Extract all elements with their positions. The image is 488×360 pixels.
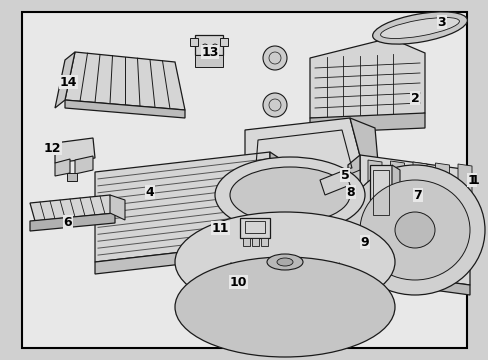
Text: 11: 11 bbox=[211, 221, 228, 234]
Polygon shape bbox=[55, 138, 95, 163]
Bar bbox=[261, 238, 267, 246]
Ellipse shape bbox=[345, 165, 484, 295]
Bar bbox=[244, 221, 264, 233]
Text: 5: 5 bbox=[340, 168, 348, 181]
Bar bbox=[372, 170, 388, 215]
Text: 13: 13 bbox=[201, 45, 218, 59]
Polygon shape bbox=[55, 52, 75, 108]
Polygon shape bbox=[30, 195, 115, 221]
Polygon shape bbox=[349, 118, 379, 185]
Text: 6: 6 bbox=[63, 216, 72, 229]
Ellipse shape bbox=[380, 18, 459, 39]
Polygon shape bbox=[412, 162, 426, 192]
Ellipse shape bbox=[229, 167, 349, 223]
Text: 8: 8 bbox=[346, 185, 355, 198]
Polygon shape bbox=[269, 152, 285, 252]
Polygon shape bbox=[309, 38, 424, 123]
Bar bbox=[190, 38, 198, 46]
Polygon shape bbox=[55, 159, 70, 176]
Polygon shape bbox=[347, 170, 359, 192]
Bar bbox=[243, 238, 249, 246]
Polygon shape bbox=[359, 155, 469, 285]
Text: 1: 1 bbox=[467, 174, 475, 186]
Text: 3: 3 bbox=[437, 15, 446, 28]
Polygon shape bbox=[391, 165, 399, 225]
Polygon shape bbox=[65, 100, 184, 118]
Polygon shape bbox=[110, 195, 125, 220]
Ellipse shape bbox=[175, 257, 394, 357]
Bar bbox=[229, 262, 339, 307]
Polygon shape bbox=[359, 270, 469, 295]
Ellipse shape bbox=[212, 44, 218, 50]
Polygon shape bbox=[435, 163, 448, 192]
Polygon shape bbox=[95, 242, 269, 274]
Ellipse shape bbox=[276, 258, 292, 266]
Polygon shape bbox=[65, 52, 184, 110]
Text: 9: 9 bbox=[360, 235, 368, 248]
Ellipse shape bbox=[215, 157, 364, 233]
Text: 10: 10 bbox=[229, 275, 246, 288]
Polygon shape bbox=[347, 155, 359, 280]
Ellipse shape bbox=[263, 46, 286, 70]
Ellipse shape bbox=[175, 212, 394, 312]
Bar bbox=[195, 35, 223, 55]
Polygon shape bbox=[75, 156, 93, 174]
Ellipse shape bbox=[372, 12, 467, 44]
Ellipse shape bbox=[359, 180, 469, 280]
Bar bbox=[240, 218, 269, 238]
Polygon shape bbox=[390, 161, 404, 191]
Ellipse shape bbox=[263, 93, 286, 117]
Polygon shape bbox=[252, 195, 326, 235]
Bar bbox=[220, 38, 227, 46]
Text: 1: 1 bbox=[469, 174, 478, 186]
Polygon shape bbox=[30, 213, 115, 231]
Polygon shape bbox=[309, 113, 424, 133]
Ellipse shape bbox=[394, 212, 434, 248]
Text: 14: 14 bbox=[59, 76, 77, 89]
Ellipse shape bbox=[266, 254, 303, 270]
Bar bbox=[369, 165, 391, 220]
Polygon shape bbox=[95, 152, 269, 262]
Polygon shape bbox=[319, 170, 349, 195]
Text: 12: 12 bbox=[43, 141, 61, 154]
Ellipse shape bbox=[252, 217, 326, 253]
Bar bbox=[195, 55, 223, 67]
Polygon shape bbox=[244, 118, 364, 190]
Text: 4: 4 bbox=[145, 185, 154, 198]
Bar bbox=[251, 238, 259, 246]
Polygon shape bbox=[367, 160, 381, 190]
Ellipse shape bbox=[202, 44, 207, 50]
Text: 7: 7 bbox=[413, 189, 422, 202]
Bar bbox=[67, 173, 77, 181]
Polygon shape bbox=[244, 175, 379, 200]
Text: 2: 2 bbox=[410, 91, 419, 104]
Polygon shape bbox=[457, 164, 471, 193]
